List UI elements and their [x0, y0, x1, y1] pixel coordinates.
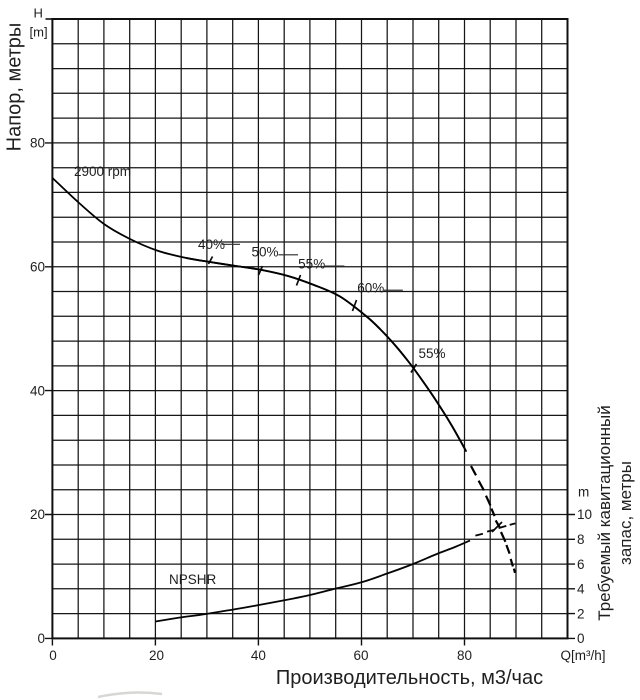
svg-text:60%: 60% [357, 281, 384, 296]
svg-text:0: 0 [37, 631, 45, 646]
svg-text:Q[m³/h]: Q[m³/h] [561, 648, 606, 663]
svg-text:80: 80 [30, 136, 45, 151]
svg-text:H: H [34, 6, 43, 21]
svg-text:55%: 55% [418, 346, 445, 361]
svg-text:4: 4 [577, 582, 585, 597]
svg-text:[m]: [m] [30, 25, 48, 40]
svg-text:0: 0 [49, 648, 57, 663]
svg-text:8: 8 [577, 532, 585, 547]
svg-text:20: 20 [30, 507, 45, 522]
svg-text:2900 rpm: 2900 rpm [74, 164, 131, 179]
svg-text:55%: 55% [298, 257, 325, 272]
svg-text:Напор, метры: Напор, метры [4, 23, 26, 152]
svg-text:60: 60 [353, 648, 368, 663]
svg-text:60: 60 [30, 260, 45, 275]
svg-text:m: m [578, 485, 589, 500]
svg-text:10: 10 [577, 507, 592, 522]
svg-text:40: 40 [251, 648, 266, 663]
svg-text:Производительность, м3/час: Производительность, м3/час [276, 667, 543, 689]
svg-text:6: 6 [577, 557, 585, 572]
svg-text:80: 80 [457, 648, 472, 663]
svg-text:40: 40 [30, 383, 45, 398]
svg-text:0: 0 [577, 631, 585, 646]
svg-text:NPSHR: NPSHR [169, 572, 217, 587]
svg-text:2: 2 [577, 606, 585, 621]
svg-text:40%: 40% [198, 237, 225, 252]
svg-text:50%: 50% [251, 245, 278, 260]
svg-text:20: 20 [149, 648, 164, 663]
